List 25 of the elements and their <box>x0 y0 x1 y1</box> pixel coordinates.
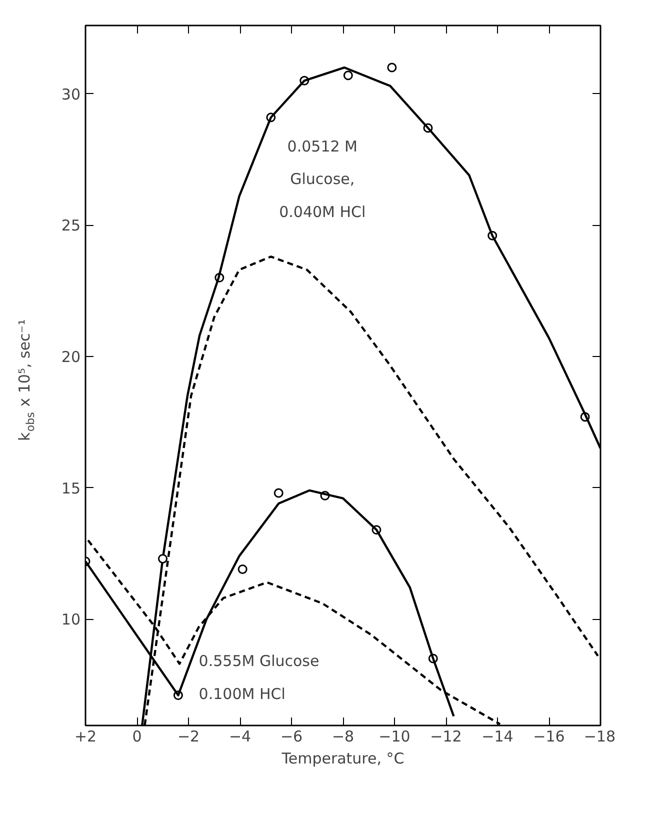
point <box>238 564 248 574</box>
x-tick-label: −2 <box>177 728 200 746</box>
x-tick-label: −10 <box>378 728 410 746</box>
x-tick-label: −8 <box>332 728 354 746</box>
x-tick-label: −6 <box>280 728 303 746</box>
y-tick-label: 30 <box>61 85 81 104</box>
point <box>387 62 397 72</box>
x-tick-label: −16 <box>533 728 565 746</box>
annotation: 0.555M Glucose 0.100M HCl <box>198 652 320 703</box>
x-tick-label: 0 <box>132 728 142 746</box>
x-axis-title: Temperature, °C <box>280 750 404 768</box>
y-tick-label: 15 <box>61 479 81 498</box>
point <box>343 70 353 80</box>
x-tick-label: −4 <box>228 728 252 746</box>
annotation: 0.0512 M Glucose, 0.040M HCl <box>279 137 366 221</box>
x-tick-label: −14 <box>482 728 514 746</box>
point <box>158 554 168 564</box>
x-tick-label: −12 <box>430 728 462 746</box>
y-axis-title: kobs x 10⁵, sec⁻¹ <box>16 319 37 442</box>
y-tick-label: 20 <box>61 348 81 366</box>
x-tick-label: +2 <box>74 728 97 746</box>
y-tick-label: 25 <box>61 216 81 235</box>
y-tick-label: 10 <box>61 610 81 629</box>
x-tick-label: −18 <box>584 728 616 746</box>
point <box>274 488 284 498</box>
